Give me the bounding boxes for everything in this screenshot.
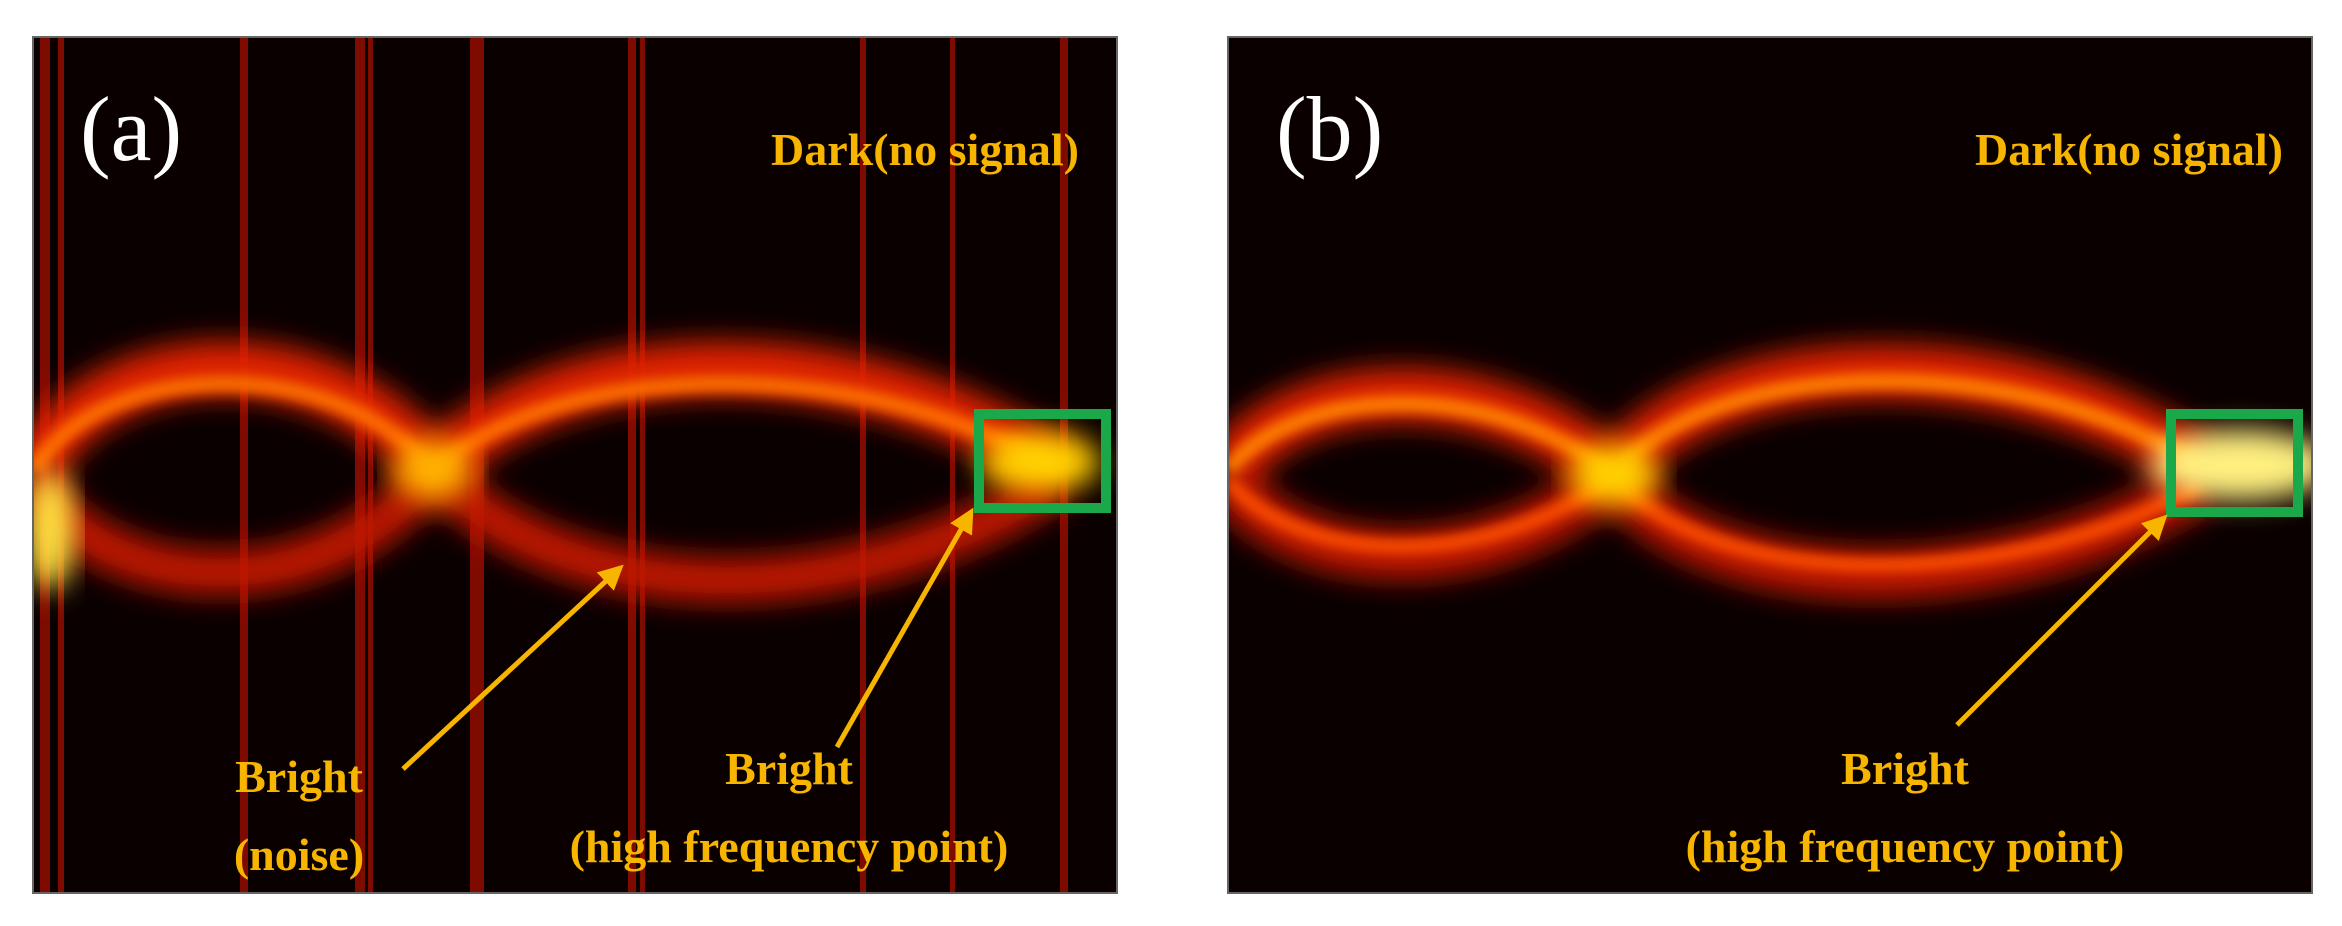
panel-frame <box>32 36 1118 894</box>
annotation: Bright <box>235 751 363 802</box>
annotation: (high frequency point) <box>1686 821 2125 872</box>
heatmap-b <box>1228 37 2312 893</box>
annotation: (noise) <box>234 829 364 880</box>
annotation: Dark(no signal) <box>1975 124 2283 175</box>
heatmap-a <box>33 37 1117 893</box>
annotation: (high frequency point) <box>570 821 1009 872</box>
annotation: Dark(no signal) <box>771 124 1079 175</box>
highlight-box <box>2166 409 2303 517</box>
arrow <box>834 507 974 749</box>
annotation: Bright <box>725 743 853 794</box>
panel-frame <box>1227 36 2313 894</box>
arrow <box>401 564 624 771</box>
panel-label: (b) <box>1276 78 1383 180</box>
annotation: Bright <box>1841 743 1969 794</box>
highlight-box <box>974 409 1111 513</box>
arrow <box>1955 514 2168 727</box>
panel-label: (a) <box>80 78 182 180</box>
